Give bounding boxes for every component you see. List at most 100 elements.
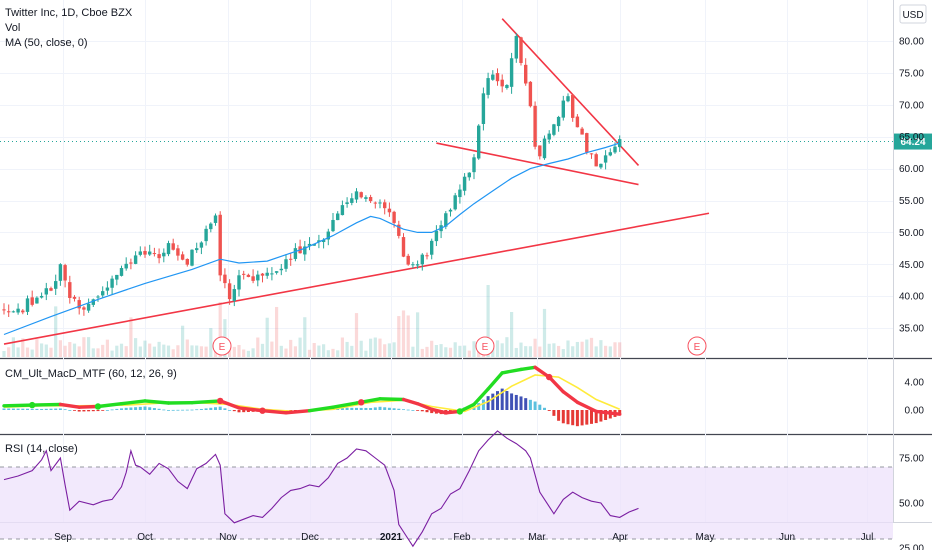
volume-bar — [106, 340, 109, 357]
macd-histogram-bar — [144, 407, 147, 410]
volume-bar — [266, 318, 269, 357]
volume-bar — [355, 313, 358, 357]
volume-bar — [519, 343, 522, 357]
macd-histogram-bar — [59, 408, 62, 410]
macd-line-segment[interactable] — [380, 399, 404, 400]
candle-body — [219, 215, 222, 276]
macd-histogram-bar — [78, 410, 81, 412]
volume-bar — [247, 351, 250, 357]
candle-body — [26, 298, 29, 312]
volume-bar — [252, 348, 255, 357]
moving-average-label[interactable]: MA (50, close, 0) — [5, 36, 132, 51]
macd-line-segment[interactable] — [563, 392, 577, 403]
macd-histogram-bar — [581, 410, 584, 425]
volume-bar — [186, 339, 189, 357]
macd-line-segment[interactable] — [432, 409, 446, 413]
candle-body — [143, 251, 146, 255]
macd-histogram-bar — [360, 408, 363, 410]
macd-histogram-bar — [26, 409, 29, 410]
candle-body — [35, 298, 38, 304]
macd-cross-dot — [358, 399, 364, 405]
volume-bar — [280, 346, 283, 357]
candle-body — [294, 248, 297, 259]
macd-line-segment[interactable] — [263, 411, 287, 413]
macd-histogram-bar — [411, 410, 414, 411]
candle-body — [200, 242, 203, 247]
macd-line-segment[interactable] — [122, 401, 146, 404]
macd-line-segment[interactable] — [521, 367, 535, 369]
volume-bar — [270, 342, 273, 357]
volume-bar — [346, 342, 349, 357]
candle-body — [557, 117, 560, 126]
macd-line-segment[interactable] — [488, 373, 502, 389]
macd-histogram-bar — [87, 410, 90, 411]
volume-bar — [501, 343, 504, 357]
symbol-title[interactable]: Twitter Inc, 1D, Cboe BZX — [5, 6, 132, 21]
macd-line-segment[interactable] — [404, 400, 418, 404]
volume-bar — [129, 317, 132, 357]
volume-bar — [393, 342, 396, 357]
macd-line-segment[interactable] — [333, 403, 357, 407]
volume-bar — [139, 347, 142, 357]
macd-line-segment[interactable] — [192, 401, 220, 403]
candle-body — [59, 264, 62, 281]
rsi-indicator-title[interactable]: RSI (14, close) — [5, 442, 78, 457]
volume-indicator-label[interactable]: Vol — [5, 21, 132, 36]
macd-histogram-bar — [585, 410, 588, 425]
candle-body — [280, 269, 283, 270]
macd-histogram-bar — [115, 409, 118, 410]
macd-histogram-bar — [548, 410, 551, 411]
candle-body — [195, 248, 198, 250]
candle-body — [360, 192, 363, 197]
volume-bar — [45, 344, 48, 357]
macd-histogram-bar — [538, 405, 541, 410]
volume-bar — [111, 351, 114, 357]
macd-histogram-bar — [73, 410, 76, 411]
macd-line-segment[interactable] — [98, 404, 122, 407]
volume-bar — [538, 347, 541, 357]
macd-histogram-bar — [153, 408, 156, 410]
candle-body — [228, 283, 231, 299]
volume-bar — [17, 347, 20, 357]
volume-bar — [256, 337, 259, 357]
volume-bar — [303, 317, 306, 357]
candle-body — [515, 36, 518, 59]
volume-bar — [167, 346, 170, 357]
macd-line-segment[interactable] — [4, 405, 32, 406]
volume-bar — [59, 340, 62, 357]
candle-body — [599, 164, 602, 168]
candle-body — [374, 203, 377, 204]
volume-bar — [158, 342, 161, 357]
macd-histogram-bar — [355, 408, 358, 410]
volume-bar — [82, 337, 85, 357]
price-tick-label: 50.00 — [899, 228, 924, 239]
macd-histogram-bar — [407, 410, 410, 411]
macd-line-segment[interactable] — [286, 411, 310, 413]
candle-body — [153, 253, 156, 254]
earnings-label: E — [694, 342, 701, 353]
volume-bar — [566, 340, 569, 357]
candle-body — [355, 191, 358, 199]
candle-body — [190, 250, 193, 266]
candle-body — [609, 152, 612, 155]
candle-body — [538, 145, 541, 156]
moving-average-line[interactable] — [4, 143, 620, 334]
volume-bars — [2, 285, 621, 357]
volume-bar — [383, 344, 386, 357]
macd-indicator-title[interactable]: CM_Ult_MacD_MTF (60, 12, 26, 9) — [5, 367, 177, 382]
macd-histogram-bar — [139, 407, 142, 410]
volume-bar — [435, 345, 438, 357]
macd-line-segment[interactable] — [32, 404, 60, 405]
volume-bar — [284, 349, 287, 357]
macd-line-segment[interactable] — [502, 369, 521, 373]
candle-body — [454, 195, 457, 209]
macd-line-segment[interactable] — [145, 401, 169, 403]
volume-bar — [190, 345, 193, 357]
macd-histogram-bar — [92, 410, 95, 411]
candle-body — [364, 197, 367, 199]
macd-histogram-bar — [209, 408, 212, 410]
volume-bar — [599, 340, 602, 357]
volume-bar — [200, 346, 203, 357]
